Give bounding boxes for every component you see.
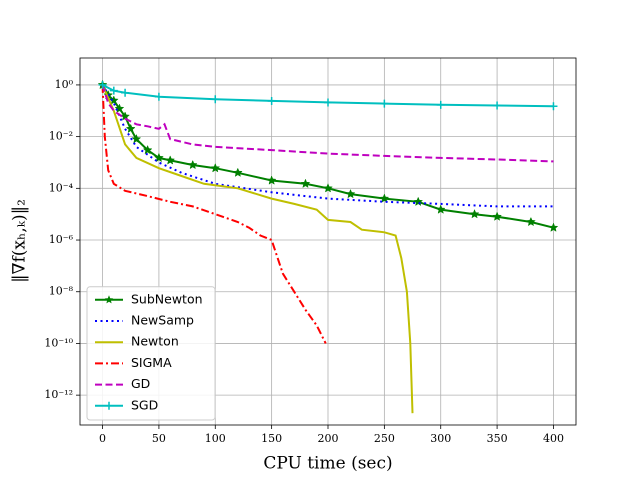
marker xyxy=(267,96,276,105)
legend-label: SIGMA xyxy=(131,355,172,370)
marker xyxy=(165,155,176,165)
marker xyxy=(548,222,559,232)
y-tick-label: 10⁰ xyxy=(55,78,74,91)
marker xyxy=(232,167,243,177)
legend-label: GD xyxy=(131,376,150,391)
x-tick-label: 50 xyxy=(152,432,166,445)
legend-marker xyxy=(105,401,113,410)
marker xyxy=(492,211,503,221)
series-line xyxy=(101,84,414,414)
marker xyxy=(549,102,558,111)
marker xyxy=(345,188,356,199)
legend: SubNewton NewSamp Newton SIGMA GD SGD xyxy=(86,286,216,421)
marker xyxy=(114,103,125,113)
y-tick-label: 10⁻⁶ xyxy=(49,233,74,246)
marker xyxy=(323,183,333,193)
x-tick-label: 400 xyxy=(543,432,564,445)
x-tick-label: 0 xyxy=(99,432,106,445)
legend-label: Newton xyxy=(131,334,179,349)
plot-frame xyxy=(79,57,577,426)
x-tick-label: 200 xyxy=(318,432,339,445)
legend-label: SGD xyxy=(131,397,158,412)
marker xyxy=(125,123,136,134)
marker xyxy=(379,193,390,203)
marker xyxy=(109,86,118,95)
marker xyxy=(266,175,277,185)
series-line xyxy=(101,84,554,208)
marker xyxy=(324,98,332,107)
y-tick-label: 10⁻² xyxy=(49,130,73,143)
marker xyxy=(211,95,220,104)
marker xyxy=(469,209,480,219)
marker xyxy=(525,216,536,227)
y-tick-label: 10⁻¹⁰ xyxy=(44,336,73,349)
y-tick-label: 10⁻⁸ xyxy=(49,285,74,298)
x-tick-label: 150 xyxy=(261,432,282,445)
y-axis-label: ‖∇f(xₕ,ₖ)‖₂ xyxy=(10,199,30,283)
marker xyxy=(300,178,311,188)
marker xyxy=(436,100,445,109)
marker xyxy=(493,101,502,110)
x-tick-label: 300 xyxy=(430,432,451,445)
x-tick-label: 250 xyxy=(374,432,395,445)
y-tick-label: 10⁻⁴ xyxy=(49,181,74,194)
marker xyxy=(142,144,153,155)
marker xyxy=(153,152,164,163)
marker xyxy=(187,159,198,170)
marker xyxy=(210,163,221,173)
x-axis-label: CPU time (sec) xyxy=(263,454,392,474)
series-line xyxy=(101,84,327,344)
marker xyxy=(108,95,119,105)
legend-label: SubNewton xyxy=(131,291,203,306)
series-line xyxy=(101,84,554,163)
marker xyxy=(121,88,130,97)
y-tick-label: 10⁻¹² xyxy=(44,388,73,401)
marker xyxy=(98,80,107,89)
legend-marker xyxy=(104,295,114,304)
marker xyxy=(435,204,446,214)
x-tick-label: 100 xyxy=(205,432,226,445)
marker xyxy=(154,92,163,101)
x-tick-label: 350 xyxy=(487,432,508,445)
marker xyxy=(131,133,142,144)
marker xyxy=(380,99,389,108)
legend-label: NewSamp xyxy=(131,313,194,328)
marker xyxy=(413,196,424,207)
